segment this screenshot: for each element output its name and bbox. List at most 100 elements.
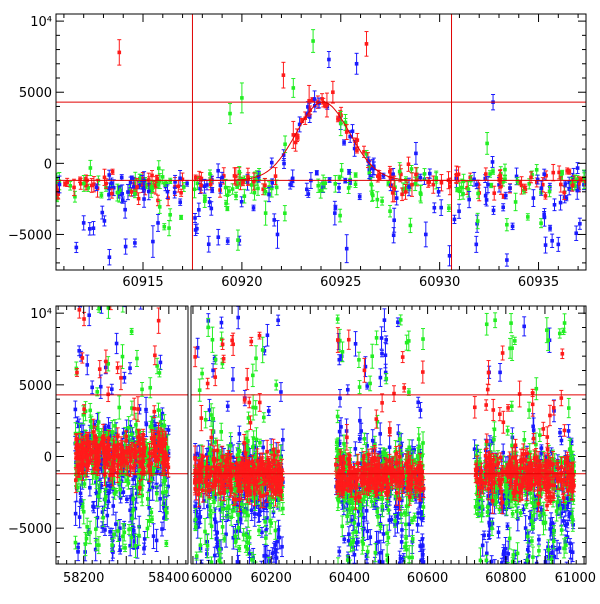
data-point-blue	[143, 531, 147, 546]
marker	[165, 542, 169, 546]
data-point-green	[130, 328, 134, 334]
data-point-red	[331, 81, 335, 103]
marker	[157, 183, 161, 187]
marker	[499, 175, 503, 179]
data-point-blue	[197, 203, 201, 216]
marker	[226, 239, 230, 243]
marker	[210, 188, 214, 192]
marker	[216, 235, 220, 239]
data-point-blue	[501, 204, 505, 211]
data-point-red	[439, 175, 443, 191]
marker	[178, 200, 182, 204]
marker	[197, 208, 201, 212]
marker	[358, 195, 362, 199]
data-point-blue	[158, 486, 162, 511]
marker	[58, 183, 62, 187]
marker	[333, 211, 337, 215]
marker	[89, 419, 93, 423]
data-point-blue	[118, 546, 122, 554]
marker	[179, 191, 183, 195]
data-point-blue	[544, 237, 548, 253]
marker	[220, 176, 224, 180]
marker	[340, 169, 344, 173]
marker	[68, 184, 72, 188]
data-point-blue	[556, 237, 560, 251]
data-point-blue	[122, 372, 126, 383]
marker	[155, 539, 159, 543]
data-point-red	[492, 186, 496, 200]
marker	[419, 191, 423, 195]
marker	[155, 492, 159, 496]
marker	[428, 172, 432, 176]
data-point-green	[135, 350, 139, 366]
data-point-blue	[216, 164, 220, 178]
marker	[134, 544, 138, 548]
x-tick-label: 60920	[221, 275, 262, 290]
marker	[543, 216, 547, 220]
marker	[133, 192, 137, 196]
data-point-blue	[492, 206, 496, 214]
marker	[453, 218, 457, 222]
data-point-blue	[216, 229, 220, 245]
marker	[108, 255, 112, 259]
data-point-green	[252, 185, 256, 200]
marker	[339, 122, 343, 126]
marker	[264, 211, 268, 215]
marker	[95, 185, 99, 189]
marker	[539, 186, 543, 190]
data-point-blue	[133, 239, 137, 247]
marker	[276, 233, 280, 237]
data-point-blue	[424, 222, 428, 247]
data-point-blue	[76, 544, 80, 551]
marker	[82, 221, 86, 225]
marker	[275, 186, 279, 190]
data-point-green	[123, 544, 127, 551]
marker	[156, 221, 160, 225]
data-point-blue	[342, 140, 346, 145]
marker	[173, 191, 177, 195]
data-point-blue	[508, 184, 512, 192]
marker	[114, 522, 118, 526]
data-point-green	[283, 206, 287, 221]
y-tick-label: 0	[44, 157, 52, 172]
marker	[74, 541, 78, 545]
x-tick-label: 60935	[518, 275, 559, 290]
marker	[209, 183, 213, 187]
marker	[81, 505, 85, 509]
marker	[410, 183, 414, 187]
data-point-blue	[90, 381, 94, 394]
marker	[542, 172, 546, 176]
marker	[532, 196, 536, 200]
marker	[426, 181, 430, 185]
data-point-green	[526, 214, 530, 220]
data-point-green	[99, 192, 103, 198]
data-point-green	[408, 218, 412, 232]
y-tick-label: −5000	[8, 228, 52, 243]
marker	[491, 160, 495, 164]
marker	[503, 168, 507, 172]
data-point-blue	[552, 199, 556, 211]
data-point-green	[203, 196, 207, 201]
marker	[233, 174, 237, 178]
data-point-green	[179, 215, 183, 219]
marker	[535, 168, 539, 172]
marker	[100, 193, 104, 197]
marker	[111, 430, 115, 434]
marker	[120, 176, 124, 180]
data-point-green	[380, 197, 384, 205]
marker	[207, 242, 211, 246]
data-point-blue	[102, 216, 106, 226]
marker	[228, 112, 232, 116]
data-point-blue	[88, 223, 92, 235]
data-point-green	[168, 209, 172, 221]
marker	[147, 506, 151, 510]
marker	[142, 197, 146, 201]
data-point-blue	[315, 171, 319, 175]
data-point-blue	[139, 296, 143, 309]
marker	[124, 245, 128, 249]
marker	[508, 186, 512, 190]
marker	[165, 490, 169, 494]
marker	[178, 176, 182, 180]
data-point-blue	[85, 355, 89, 375]
